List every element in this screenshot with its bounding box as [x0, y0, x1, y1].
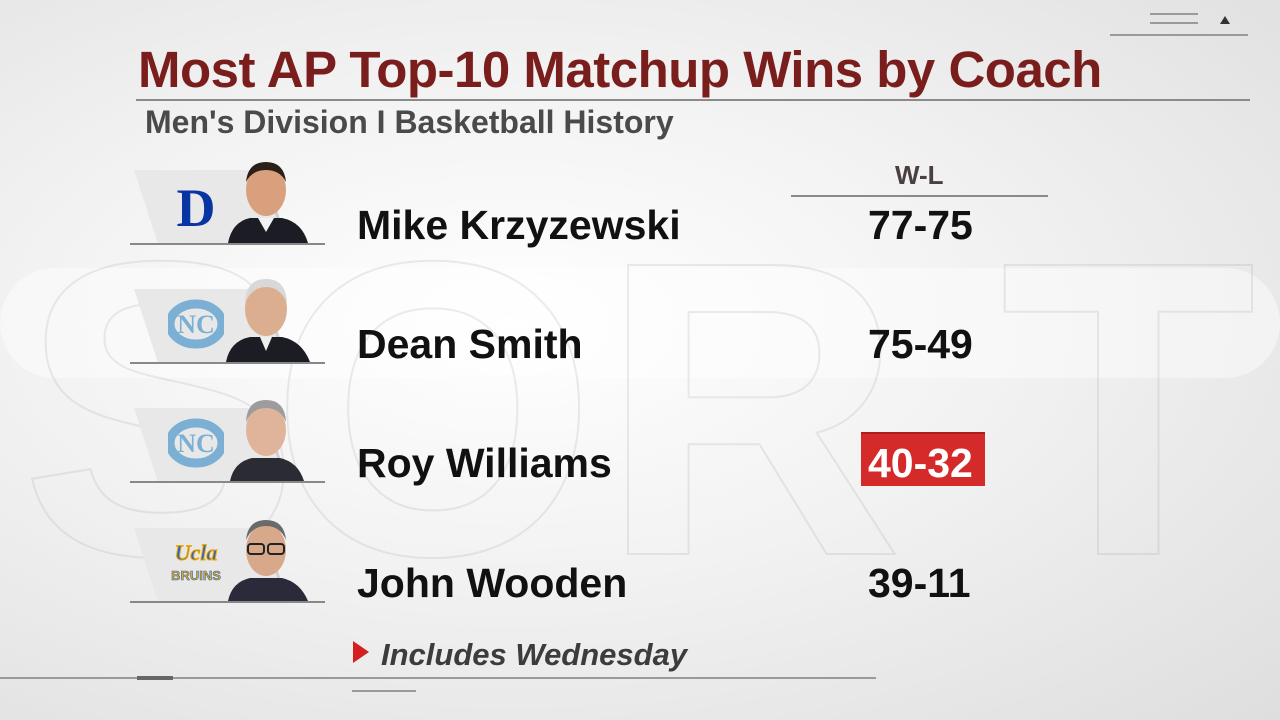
title-divider: [136, 99, 1250, 101]
win-loss-record: 39-11: [868, 560, 971, 606]
win-loss-record-highlighted: 40-32: [861, 432, 985, 486]
footer-rule-short: [352, 690, 416, 692]
badge-underline: [130, 481, 325, 483]
coach-name: Roy Williams: [357, 440, 612, 486]
column-header-wl: W-L: [895, 160, 944, 190]
footer-accent: [137, 676, 173, 680]
svg-text:NC: NC: [177, 310, 215, 339]
svg-text:NC: NC: [177, 429, 215, 458]
watermark-letters: R: [599, 175, 904, 644]
coach-headshot-avatar: [230, 400, 304, 481]
svg-text:Ucla: Ucla: [175, 540, 218, 565]
coach-headshot-avatar: [228, 520, 308, 601]
win-loss-record: 77-75: [868, 202, 973, 248]
ucla-logo-icon: Ucla BRUINS: [171, 540, 222, 584]
coach-badge: D: [130, 150, 325, 245]
caret-up-icon[interactable]: [1220, 16, 1230, 24]
coach-badge: NC: [130, 388, 325, 483]
menu-line: [1150, 13, 1198, 15]
unc-logo-icon: NC: [168, 299, 224, 349]
coach-name: John Wooden: [357, 560, 628, 606]
watermark-letters: O: [269, 175, 598, 644]
coach-name: Dean Smith: [357, 321, 583, 367]
menu-line: [1150, 22, 1198, 24]
coach-name: Mike Krzyzewski: [357, 202, 681, 248]
coach-headshot-avatar: [228, 162, 308, 243]
badge-underline: [130, 601, 325, 603]
badge-underline: [130, 362, 325, 364]
coach-badge: NC: [130, 269, 325, 364]
collapse-control[interactable]: [1110, 10, 1248, 36]
badge-underline: [130, 243, 325, 245]
red-triangle-icon: [353, 641, 369, 663]
coach-row: Ucla BRUINS John Wooden 39-11: [0, 508, 1280, 628]
graphic-title: Most AP Top-10 Matchup Wins by Coach: [138, 41, 1102, 98]
win-loss-record: 75-49: [868, 321, 973, 367]
footnote: Includes Wednesday: [353, 637, 687, 673]
column-header-divider: [791, 195, 1048, 197]
coach-badge: Ucla BRUINS: [130, 508, 325, 603]
control-underline: [1110, 34, 1248, 36]
coach-headshot-avatar: [226, 279, 310, 362]
footer-rule: [0, 677, 876, 679]
duke-logo-icon: D: [177, 180, 216, 230]
graphic-subtitle: Men's Division I Basketball History: [145, 104, 674, 140]
watermark-letters: T: [999, 175, 1258, 644]
coach-row: NC Dean Smith 75-49: [0, 269, 1280, 389]
unc-logo-icon: NC: [168, 418, 224, 468]
svg-text:BRUINS: BRUINS: [171, 568, 221, 583]
coach-row: D Mike Krzyzewski 77-75: [0, 150, 1280, 270]
footnote-text: Includes Wednesday: [381, 637, 688, 672]
coach-row: NC Roy Williams 40-32: [0, 388, 1280, 508]
svg-text:D: D: [177, 180, 216, 230]
